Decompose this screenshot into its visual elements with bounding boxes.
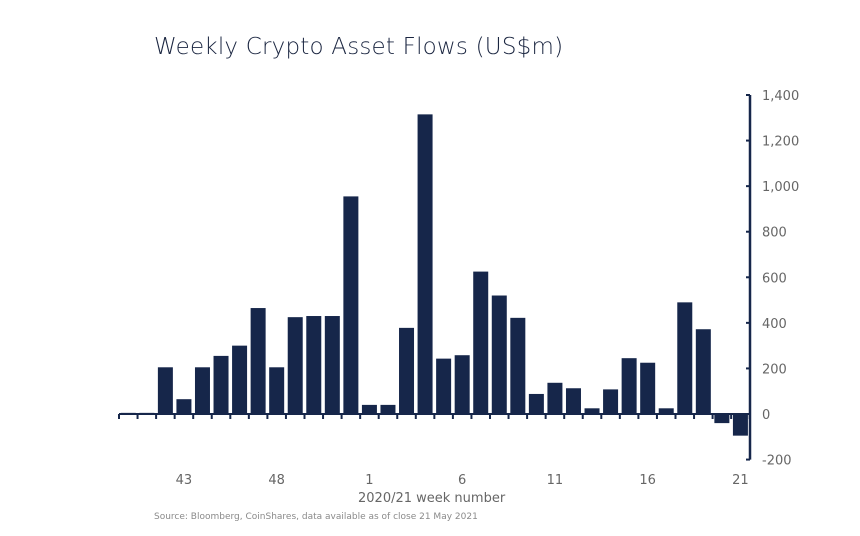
x-tick-label: 43 (176, 473, 193, 488)
y-tick-label: 1,000 (762, 180, 799, 195)
bar-week-18 (677, 302, 693, 414)
bar-week-14 (603, 389, 619, 414)
x-tick-label: 16 (639, 473, 656, 488)
bar-week-21 (732, 414, 748, 436)
x-tick-label: 21 (732, 473, 749, 488)
x-tick-label: 6 (458, 473, 466, 488)
bar-week-49 (287, 317, 303, 414)
bar-week-50 (306, 316, 322, 414)
y-tick-label: 1,200 (762, 135, 799, 150)
bar-week-15 (621, 358, 637, 414)
bar-week-46 (232, 345, 248, 414)
y-tick-label: 800 (762, 226, 787, 241)
source-note: Source: Bloomberg, CoinShares, data avai… (154, 512, 478, 522)
bar-week-16 (640, 362, 656, 414)
bar-week-44 (194, 367, 210, 414)
bar-week-42 (157, 367, 173, 414)
x-tick-label: 1 (365, 473, 373, 488)
bar-week-4 (417, 114, 433, 414)
bar-week-13 (584, 408, 600, 414)
chart-title: Weekly Crypto Asset Flows (US$m) (154, 34, 564, 60)
x-tick-label: 11 (547, 473, 564, 488)
x-axis-label: 2020/21 week number (358, 491, 506, 506)
x-tick-label: 48 (268, 473, 285, 488)
bar-week-5 (436, 358, 452, 414)
bar-week-2 (380, 404, 396, 414)
bar-week-6 (454, 355, 470, 414)
bar-week-47 (250, 308, 266, 414)
bar-week-8 (491, 295, 507, 414)
bar-week-3 (399, 327, 415, 414)
bar-week-17 (658, 408, 674, 414)
y-tick-label: 400 (762, 317, 787, 332)
bar-week-12 (565, 388, 581, 414)
bar-week-48 (269, 367, 285, 414)
bar-week-9 (510, 317, 526, 414)
bar-week-45 (213, 355, 229, 414)
bar-week-7 (473, 271, 489, 414)
bar-week-43 (176, 399, 192, 414)
bar-week-19 (695, 329, 711, 414)
bar-week-51 (324, 316, 340, 414)
bar-week-11 (547, 382, 563, 414)
bar-week-52 (343, 196, 359, 414)
y-tick-label: -200 (762, 454, 792, 469)
y-tick-label: 200 (762, 362, 787, 377)
bar-week-1 (361, 404, 377, 414)
y-tick-label: 0 (762, 408, 770, 423)
y-tick-label: 600 (762, 271, 787, 286)
bar-week-20 (714, 414, 730, 424)
y-tick-label: 1,400 (762, 89, 799, 104)
bar-week-10 (528, 393, 544, 414)
